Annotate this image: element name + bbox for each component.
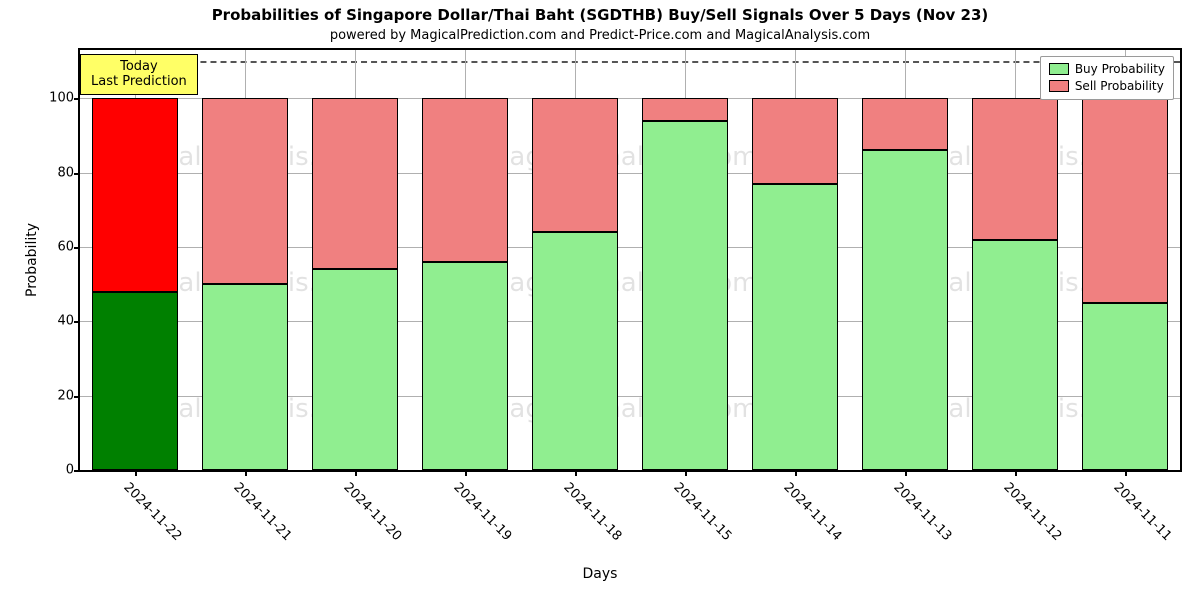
bar-group	[92, 50, 178, 470]
xtick-label: 2024-11-20	[340, 480, 404, 544]
bar-group	[202, 50, 288, 470]
xtick	[685, 470, 687, 476]
bar-sell	[532, 98, 618, 232]
xtick-label: 2024-11-13	[890, 480, 954, 544]
bar-buy	[532, 232, 618, 470]
bar-sell	[862, 98, 948, 150]
bar-group	[532, 50, 618, 470]
xtick-label: 2024-11-12	[1000, 480, 1064, 544]
ytick-label: 60	[34, 239, 74, 254]
today-annotation-line1: Today	[91, 59, 187, 75]
bar-group	[312, 50, 398, 470]
xtick	[245, 470, 247, 476]
ytick-label: 40	[34, 314, 74, 329]
chart-title: Probabilities of Singapore Dollar/Thai B…	[0, 6, 1200, 24]
bar-group	[972, 50, 1058, 470]
legend-item-buy: Buy Probability	[1049, 61, 1165, 78]
xtick	[1015, 470, 1017, 476]
ytick-label: 100	[34, 91, 74, 106]
bar-buy	[92, 292, 178, 470]
bar-group	[1082, 50, 1168, 470]
bar-buy	[972, 240, 1058, 470]
bar-sell	[972, 98, 1058, 239]
today-annotation: Today Last Prediction	[80, 54, 198, 95]
bar-sell	[752, 98, 838, 183]
bar-group	[752, 50, 838, 470]
bar-sell	[1082, 98, 1168, 302]
xtick	[905, 470, 907, 476]
ytick	[74, 247, 80, 249]
xtick-label: 2024-11-22	[120, 480, 184, 544]
bar-sell	[202, 98, 288, 284]
bar-buy	[312, 269, 398, 470]
xtick-label: 2024-11-18	[560, 480, 624, 544]
xtick-label: 2024-11-14	[780, 480, 844, 544]
bar-sell	[312, 98, 398, 269]
bar-buy	[202, 284, 288, 470]
ytick	[74, 321, 80, 323]
xtick-label: 2024-11-11	[1110, 480, 1174, 544]
bar-group	[862, 50, 948, 470]
legend-label-sell: Sell Probability	[1075, 78, 1164, 95]
bar-buy	[862, 150, 948, 470]
xtick	[135, 470, 137, 476]
bar-sell	[642, 98, 728, 120]
bar-buy	[752, 184, 838, 470]
legend-swatch-buy	[1049, 63, 1069, 75]
chart-legend: Buy Probability Sell Probability	[1040, 56, 1174, 100]
xtick-label: 2024-11-15	[670, 480, 734, 544]
bar-buy	[422, 262, 508, 470]
xtick-label: 2024-11-19	[450, 480, 514, 544]
legend-label-buy: Buy Probability	[1075, 61, 1165, 78]
xaxis-title: Days	[0, 566, 1200, 582]
xtick	[1125, 470, 1127, 476]
today-annotation-line2: Last Prediction	[91, 74, 187, 90]
bar-group	[422, 50, 508, 470]
legend-swatch-sell	[1049, 80, 1069, 92]
xtick-label: 2024-11-21	[230, 480, 294, 544]
xtick	[465, 470, 467, 476]
ytick-label: 80	[34, 165, 74, 180]
xtick	[575, 470, 577, 476]
bar-sell	[92, 98, 178, 291]
ytick	[74, 98, 80, 100]
bar-buy	[642, 121, 728, 470]
ytick	[74, 173, 80, 175]
ytick-label: 20	[34, 388, 74, 403]
bar-buy	[1082, 303, 1168, 470]
ytick	[74, 470, 80, 472]
legend-item-sell: Sell Probability	[1049, 78, 1165, 95]
ytick	[74, 396, 80, 398]
chart-frame: MagicalAnalysis.comMagicalAnalysis.comMa…	[80, 50, 1180, 470]
xtick	[795, 470, 797, 476]
bar-sell	[422, 98, 508, 262]
bar-group	[642, 50, 728, 470]
yaxis-title: Probability	[24, 223, 40, 297]
xtick	[355, 470, 357, 476]
chart-subtitle: powered by MagicalPrediction.com and Pre…	[0, 28, 1200, 43]
ytick-label: 0	[34, 463, 74, 478]
